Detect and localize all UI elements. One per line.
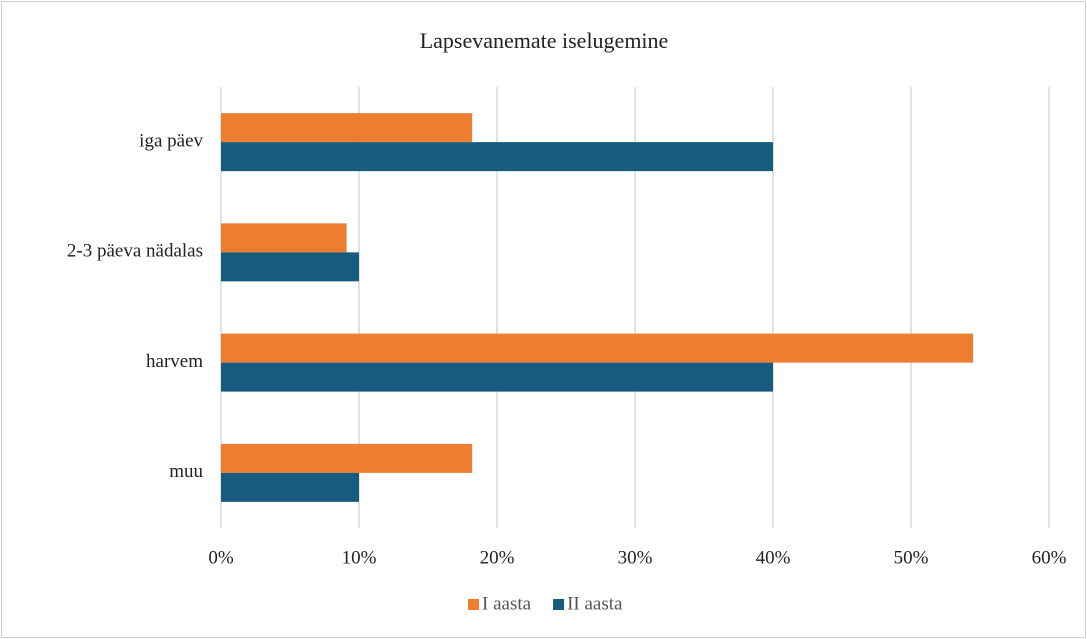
legend-swatch bbox=[553, 599, 565, 610]
bar bbox=[221, 333, 974, 363]
bar bbox=[221, 142, 773, 172]
bar bbox=[221, 223, 347, 253]
x-tick-label: 40% bbox=[756, 547, 791, 568]
y-tick-label: muu bbox=[169, 461, 203, 482]
x-tick-label: 10% bbox=[342, 547, 377, 568]
x-tick-label: 0% bbox=[208, 547, 234, 568]
chart-title: Lapsevanemate iselugemine bbox=[420, 28, 669, 53]
x-tick-label: 30% bbox=[618, 547, 653, 568]
legend-label: II aasta bbox=[567, 593, 623, 614]
y-tick-label: 2-3 päeva nädalas bbox=[67, 241, 203, 262]
x-tick-label: 60% bbox=[1032, 547, 1067, 568]
bar bbox=[221, 252, 359, 282]
bar bbox=[221, 362, 773, 392]
bar bbox=[221, 443, 473, 473]
y-tick-label: harvem bbox=[146, 351, 203, 372]
bar bbox=[221, 472, 359, 502]
legend-swatch bbox=[468, 599, 479, 610]
x-tick-label: 20% bbox=[480, 547, 515, 568]
y-tick-label: iga päev bbox=[139, 130, 203, 151]
x-tick-label: 50% bbox=[894, 547, 929, 568]
bar bbox=[221, 113, 473, 143]
legend-label: I aasta bbox=[482, 593, 532, 614]
